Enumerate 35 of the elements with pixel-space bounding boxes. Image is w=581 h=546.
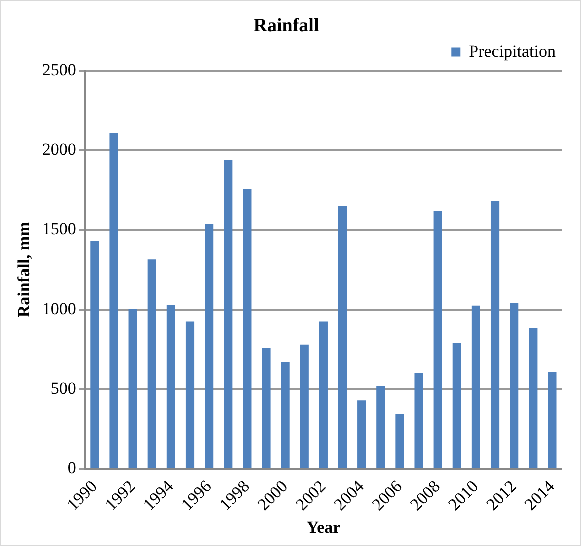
bar — [376, 386, 386, 468]
bar — [510, 303, 519, 468]
bar — [281, 362, 290, 468]
bar — [243, 190, 252, 468]
bar — [205, 224, 214, 468]
chart-title: Rainfall — [254, 15, 320, 36]
y-tick-label: 1000 — [42, 299, 76, 318]
bar — [224, 160, 233, 468]
bar — [529, 328, 538, 468]
bar — [300, 344, 309, 468]
bar — [548, 372, 557, 468]
bar — [490, 201, 500, 468]
y-tick-label: 0 — [68, 458, 76, 478]
bar — [414, 374, 424, 468]
y-tick-label: 2000 — [42, 140, 76, 159]
y-tick-label: 500 — [50, 378, 76, 398]
bar — [319, 322, 328, 468]
bar — [434, 211, 442, 468]
bar — [110, 132, 118, 468]
bar — [186, 322, 195, 468]
bar — [148, 260, 156, 468]
bar — [396, 414, 404, 468]
y-tick-label: 2500 — [42, 60, 76, 80]
bar — [90, 241, 100, 468]
bar — [452, 343, 462, 468]
bar — [472, 306, 480, 468]
bar — [358, 400, 366, 468]
bar — [128, 309, 138, 468]
y-axis-title: Rainfall, mm — [14, 222, 34, 318]
legend-label: Precipitation — [469, 42, 556, 61]
bar — [338, 206, 348, 468]
bar — [262, 348, 271, 468]
bar — [166, 305, 176, 468]
y-tick-label: 1500 — [42, 220, 76, 239]
x-axis-title: Year — [306, 518, 342, 538]
